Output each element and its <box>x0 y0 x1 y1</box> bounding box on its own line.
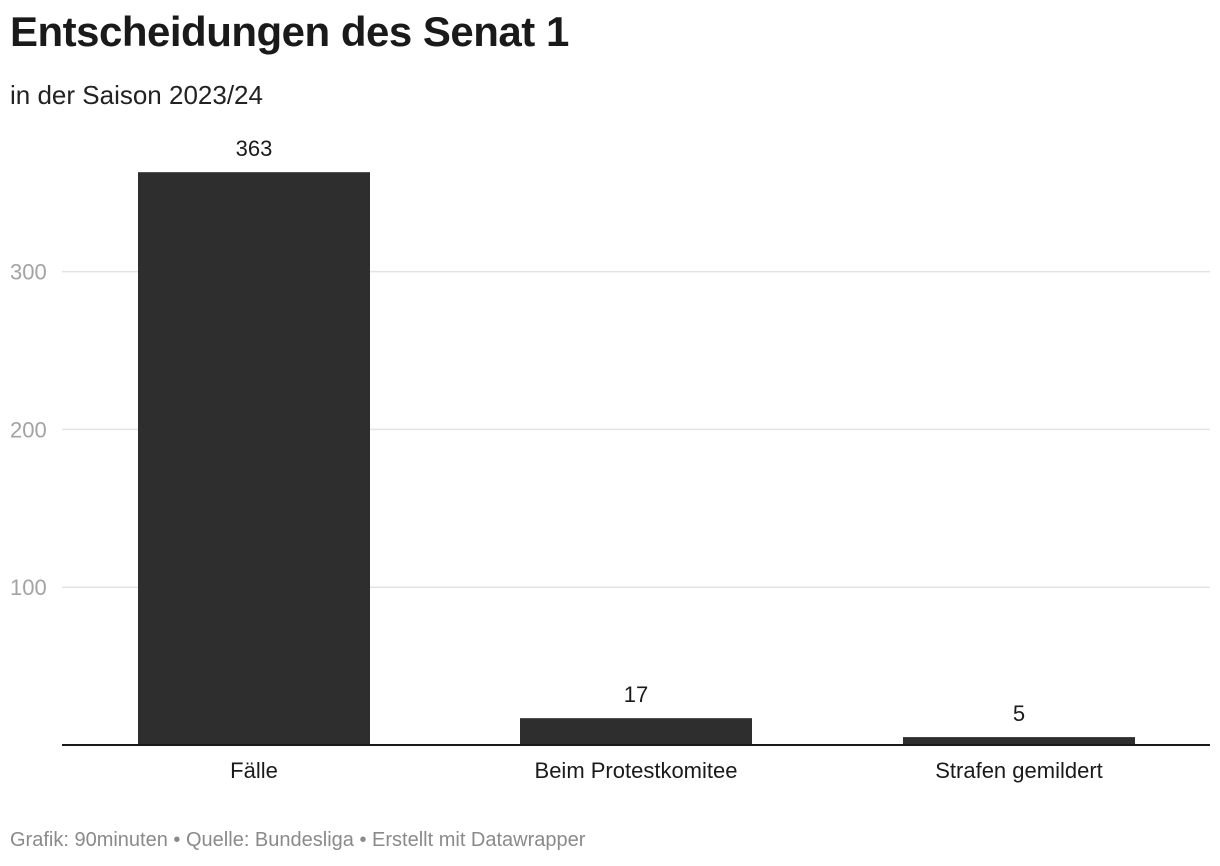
y-tick-label-200: 200 <box>10 417 47 442</box>
chart-subtitle: in der Saison 2023/24 <box>10 80 263 110</box>
bar-3 <box>903 737 1135 745</box>
footer-credit: Grafik: 90minuten <box>10 829 168 851</box>
labels: 100 200 300 363 Fälle 17 Beim Protestkomitee 5 S… <box>10 136 1103 783</box>
category-label-2: Beim Protestkomitee <box>535 758 738 783</box>
chart-title: Entscheidungen des Senat 1 <box>10 8 569 55</box>
bar-2 <box>520 718 752 745</box>
value-label-2: 17 <box>624 682 648 707</box>
category-label-3: Strafen gemildert <box>935 758 1103 783</box>
footer-separator: • <box>359 829 367 851</box>
category-label-1: Fälle <box>230 758 278 783</box>
value-label-1: 363 <box>236 136 273 161</box>
bars <box>138 172 1135 745</box>
value-label-3: 5 <box>1013 701 1025 726</box>
footer-tool: Erstellt mit Datawrapper <box>372 829 586 851</box>
y-tick-label-100: 100 <box>10 575 47 600</box>
footer-source: Quelle: Bundesliga <box>186 829 354 851</box>
footer-separator: • <box>173 829 181 851</box>
bar-1 <box>138 172 370 745</box>
y-tick-label-300: 300 <box>10 260 47 285</box>
chart-footer: Grafik: 90minuten • Quelle: Bundesliga •… <box>10 829 585 852</box>
